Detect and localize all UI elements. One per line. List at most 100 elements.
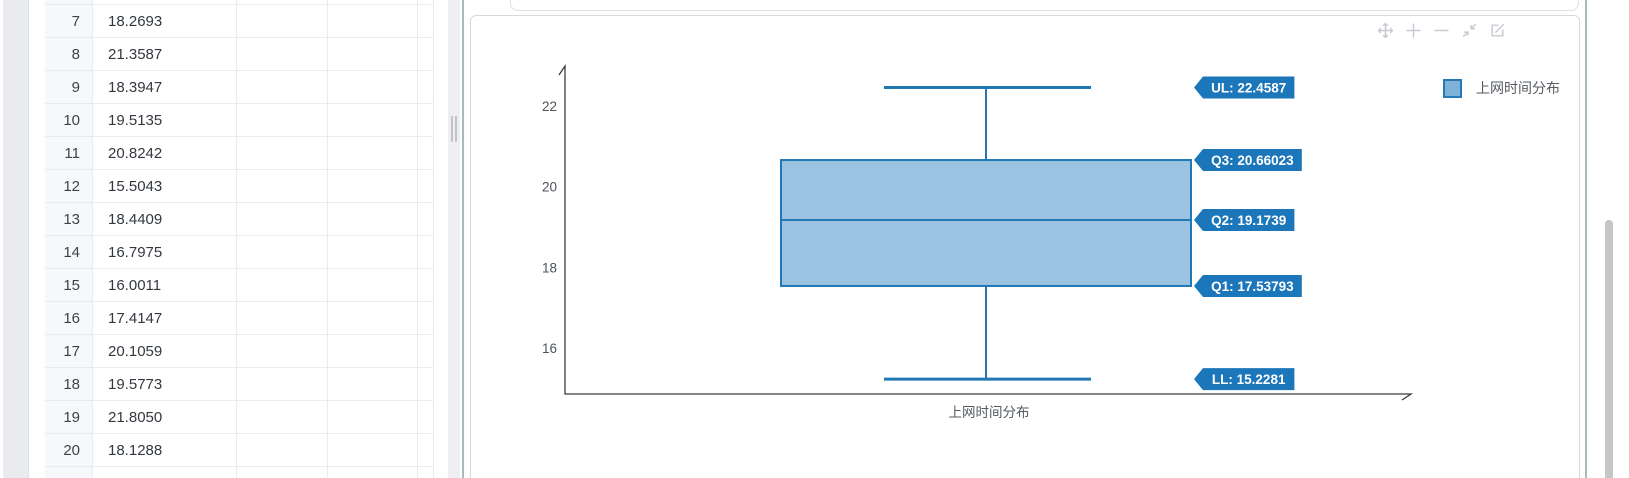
empty-cell[interactable]	[328, 38, 418, 70]
empty-cell[interactable]	[418, 236, 434, 268]
splitter-handle-icon[interactable]	[451, 116, 457, 142]
empty-cell[interactable]	[418, 368, 434, 400]
table-row: 14 16.7975	[45, 236, 434, 269]
empty-cell[interactable]	[237, 467, 328, 478]
value-cell[interactable]: 17.4147	[93, 302, 237, 334]
empty-cell[interactable]	[237, 38, 328, 70]
value-cell[interactable]: 20.8242	[93, 137, 237, 169]
vertical-scrollbar-thumb[interactable]	[1605, 220, 1613, 478]
table-row: 10 19.5135	[45, 104, 434, 137]
empty-cell[interactable]	[418, 401, 434, 433]
value-cell[interactable]: 19.5773	[93, 368, 237, 400]
empty-cell[interactable]	[418, 170, 434, 202]
empty-cell[interactable]	[328, 104, 418, 136]
value-cell[interactable]	[93, 0, 237, 4]
row-index-cell[interactable]: 8	[45, 38, 93, 70]
row-index-cell[interactable]: 10	[45, 104, 93, 136]
empty-cell[interactable]	[418, 38, 434, 70]
empty-cell[interactable]	[328, 269, 418, 301]
row-index-cell[interactable]: 9	[45, 71, 93, 103]
boxplot-canvas: 16 18 20 22 UL: 22.4587 Q3: 20.66023 Q2: 19.17…	[542, 63, 1414, 401]
empty-cell[interactable]	[328, 203, 418, 235]
row-index-cell[interactable]: 19	[45, 401, 93, 433]
empty-cell[interactable]	[237, 401, 328, 433]
row-index-cell[interactable]: 14	[45, 236, 93, 268]
empty-cell[interactable]	[328, 5, 418, 37]
empty-cell[interactable]	[237, 5, 328, 37]
pane-border-right	[1585, 0, 1587, 478]
row-index-cell[interactable]	[45, 467, 93, 478]
empty-cell[interactable]	[328, 467, 418, 478]
value-cell[interactable]: 19.5135	[93, 104, 237, 136]
empty-cell[interactable]	[418, 0, 434, 4]
left-rail	[3, 0, 29, 478]
value-cell[interactable]: 20.1059	[93, 335, 237, 367]
value-cell[interactable]: 16.7975	[93, 236, 237, 268]
empty-cell[interactable]	[328, 434, 418, 466]
empty-cell[interactable]	[237, 0, 328, 4]
empty-cell[interactable]	[418, 434, 434, 466]
value-cell[interactable]: 18.1288	[93, 434, 237, 466]
y-tick-label: 16	[542, 341, 557, 356]
value-cell[interactable]: 18.3947	[93, 71, 237, 103]
empty-cell[interactable]	[237, 236, 328, 268]
empty-cell[interactable]	[237, 302, 328, 334]
stat-badge-label: Q2: 19.1739	[1211, 213, 1286, 228]
value-cell[interactable]	[93, 467, 237, 478]
empty-cell[interactable]	[328, 236, 418, 268]
row-index-cell[interactable]: 16	[45, 302, 93, 334]
empty-cell[interactable]	[237, 71, 328, 103]
row-index-cell[interactable]	[45, 0, 93, 4]
value-cell[interactable]: 16.0011	[93, 269, 237, 301]
row-index-cell[interactable]: 20	[45, 434, 93, 466]
empty-cell[interactable]	[418, 335, 434, 367]
empty-cell[interactable]	[328, 368, 418, 400]
value-cell[interactable]: 21.3587	[93, 38, 237, 70]
empty-cell[interactable]	[418, 71, 434, 103]
empty-cell[interactable]	[237, 368, 328, 400]
empty-cell[interactable]	[237, 203, 328, 235]
empty-cell[interactable]	[418, 104, 434, 136]
empty-cell[interactable]	[418, 5, 434, 37]
value-cell[interactable]: 18.2693	[93, 5, 237, 37]
empty-cell[interactable]	[237, 137, 328, 169]
zoom-out-icon[interactable]	[1432, 21, 1450, 39]
empty-cell[interactable]	[328, 0, 418, 4]
empty-cell[interactable]	[237, 335, 328, 367]
row-index-cell[interactable]: 12	[45, 170, 93, 202]
empty-cell[interactable]	[328, 137, 418, 169]
row-index-cell[interactable]: 17	[45, 335, 93, 367]
row-index-cell[interactable]: 18	[45, 368, 93, 400]
empty-cell[interactable]	[418, 302, 434, 334]
empty-cell[interactable]	[418, 467, 434, 478]
legend-item[interactable]: 上网时间分布	[1443, 78, 1560, 98]
row-index-cell[interactable]: 7	[45, 5, 93, 37]
empty-cell[interactable]	[418, 269, 434, 301]
value-cell[interactable]: 18.4409	[93, 203, 237, 235]
row-index-cell[interactable]: 11	[45, 137, 93, 169]
empty-cell[interactable]	[237, 104, 328, 136]
empty-cell[interactable]	[328, 71, 418, 103]
empty-cell[interactable]	[328, 335, 418, 367]
pane-splitter[interactable]	[448, 0, 460, 478]
value-cell[interactable]: 21.8050	[93, 401, 237, 433]
y-tick-label: 22	[542, 99, 557, 114]
pan-icon[interactable]	[1376, 21, 1394, 39]
reset-zoom-icon[interactable]	[1460, 21, 1478, 39]
empty-cell[interactable]	[328, 302, 418, 334]
empty-cell[interactable]	[328, 170, 418, 202]
table-row	[45, 0, 434, 5]
zoom-in-icon[interactable]	[1404, 21, 1422, 39]
value-cell[interactable]: 15.5043	[93, 170, 237, 202]
empty-cell[interactable]	[418, 137, 434, 169]
empty-cell[interactable]	[237, 434, 328, 466]
empty-cell[interactable]	[237, 170, 328, 202]
row-index-cell[interactable]: 15	[45, 269, 93, 301]
edit-icon[interactable]	[1488, 21, 1506, 39]
row-index-cell[interactable]: 13	[45, 203, 93, 235]
empty-cell[interactable]	[418, 203, 434, 235]
legend-label: 上网时间分布	[1476, 80, 1560, 96]
empty-cell[interactable]	[237, 269, 328, 301]
stat-badge	[1194, 208, 1295, 231]
empty-cell[interactable]	[328, 401, 418, 433]
